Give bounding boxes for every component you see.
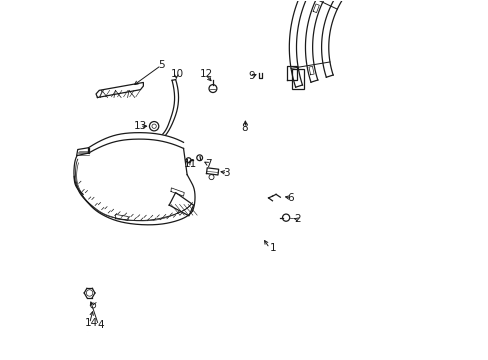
Text: 11: 11 [183, 159, 196, 169]
Text: 14: 14 [85, 319, 98, 328]
Text: 7: 7 [204, 159, 211, 169]
Text: 3: 3 [223, 168, 229, 178]
Text: 4: 4 [97, 320, 104, 330]
Text: 8: 8 [241, 123, 247, 133]
Text: 2: 2 [294, 215, 301, 224]
Text: 6: 6 [287, 193, 294, 203]
Text: 12: 12 [199, 69, 212, 79]
Bar [291, 69, 303, 89]
Text: 10: 10 [171, 69, 184, 79]
Text: 9: 9 [247, 71, 254, 81]
Text: 1: 1 [269, 243, 276, 253]
Text: 5: 5 [158, 60, 165, 70]
Text: 13: 13 [133, 121, 146, 131]
